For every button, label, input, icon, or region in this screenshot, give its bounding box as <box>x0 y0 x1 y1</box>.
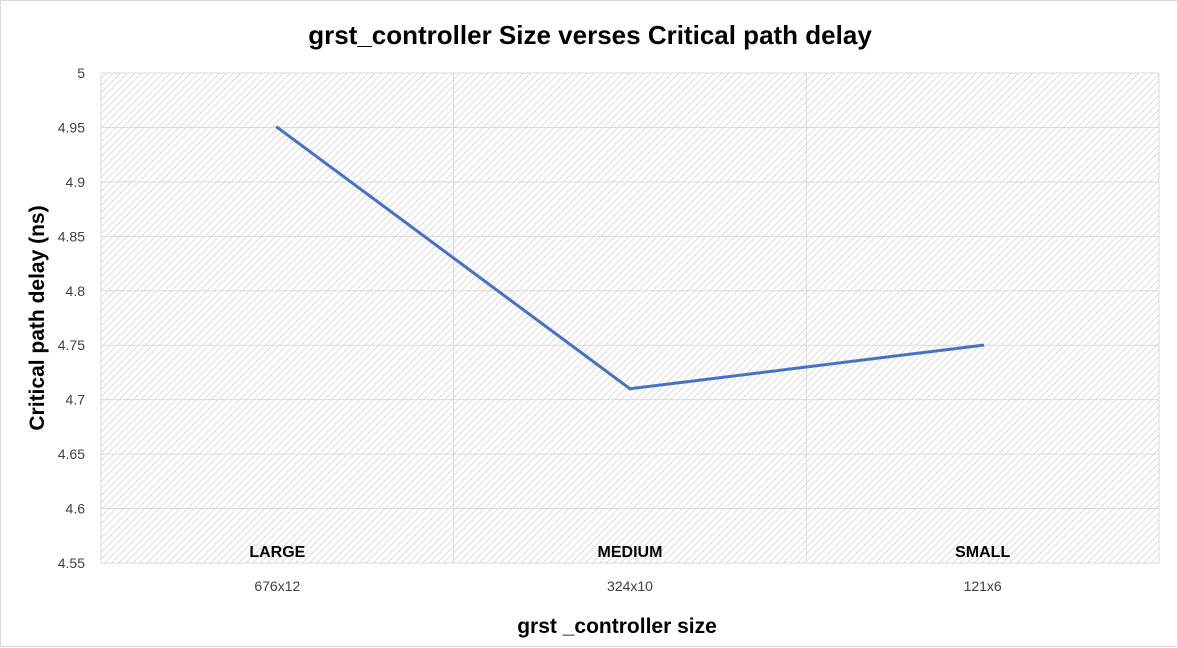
chart-title: grst_controller Size verses Critical pat… <box>308 20 872 50</box>
plot-area <box>101 73 1159 563</box>
x-axis-title: grst _controller size <box>517 615 717 638</box>
y-tick-labels: 4.55 4.6 4.65 4.7 4.75 4.8 4.85 4.9 4.95 5 <box>58 65 85 571</box>
category-name-labels: LARGE MEDIUM SMALL <box>249 544 1010 561</box>
y-tick-label: 4.7 <box>66 392 86 408</box>
y-tick-label: 4.85 <box>58 228 85 244</box>
x-tick-label: 676x12 <box>254 578 300 594</box>
x-tick-labels: 676x12 324x10 121x6 <box>254 578 1002 594</box>
y-tick-label: 4.8 <box>66 283 86 299</box>
data-point <box>275 125 279 129</box>
series-layer <box>275 125 985 391</box>
category-name-label: SMALL <box>955 544 1010 561</box>
x-tick-label: 324x10 <box>607 578 653 594</box>
category-name-label: MEDIUM <box>598 544 663 561</box>
y-tick-label: 4.65 <box>58 446 85 462</box>
y-tick-label: 4.9 <box>66 174 86 190</box>
y-axis-title: Critical path delay (ns) <box>26 205 49 430</box>
grid-lines <box>100 72 1160 564</box>
data-point <box>981 343 985 347</box>
y-tick-label: 4.6 <box>66 501 86 517</box>
x-tick-label: 121x6 <box>964 578 1002 594</box>
y-tick-label: 4.55 <box>58 555 85 571</box>
data-point <box>628 387 632 391</box>
y-tick-label: 5 <box>77 65 85 81</box>
y-tick-label: 4.75 <box>58 337 85 353</box>
y-tick-label: 4.95 <box>58 119 85 135</box>
category-name-label: LARGE <box>249 544 305 561</box>
